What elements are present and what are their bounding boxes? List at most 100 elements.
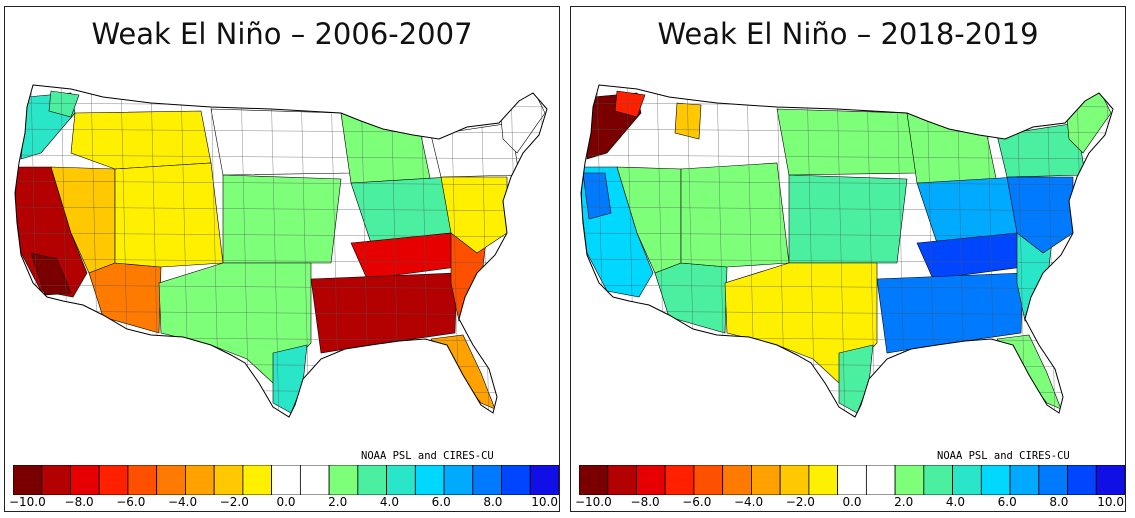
color-scale-tick-label: −10.0 xyxy=(8,495,46,509)
color-scale-bin xyxy=(1009,465,1040,495)
color-scale-tick-label: 8.0 xyxy=(1049,495,1069,509)
color-scale-tick-label: 10.0 xyxy=(1097,495,1124,509)
color-scale-bin xyxy=(529,465,559,495)
color-scale-tick-labels: −10.0 −8.0 −6.0 −4.0 −2.0 0.0 2.0 4.0 6.0 8.0 10.0 xyxy=(575,495,1125,511)
color-scale-bin xyxy=(865,465,896,495)
color-scale-bin xyxy=(472,465,502,495)
color-scale-bin xyxy=(501,465,531,495)
color-scale-tick-label: 6.0 xyxy=(997,495,1017,509)
color-scale-tick-label: −8.0 xyxy=(630,495,660,509)
color-scale-bin xyxy=(722,465,752,495)
color-scale-bin xyxy=(751,465,781,495)
color-scale-bin xyxy=(607,465,637,495)
division-boundary-line xyxy=(15,284,547,290)
color-scale-tick-label: 6.0 xyxy=(431,495,451,509)
color-scale-tick-label: −6.0 xyxy=(682,495,712,509)
color-scale-bin xyxy=(70,465,100,495)
division-boundary-line xyxy=(581,154,1113,160)
color-scale-bin xyxy=(127,465,158,495)
us-outline xyxy=(14,84,548,418)
us-climate-division-map xyxy=(580,84,1114,418)
division-boundary-line xyxy=(15,414,547,417)
color-scale-bin xyxy=(1038,465,1068,495)
map-panel-2006-2007: Weak El Niño – 2006-2007 NOAA PSL and CI… xyxy=(4,6,560,512)
color-scale-tick-label: 0.0 xyxy=(276,495,296,509)
color-scale-bar xyxy=(13,465,559,495)
color-scale-bin xyxy=(923,465,953,495)
division-boundary-line xyxy=(581,180,1113,186)
color-scale-bin xyxy=(636,465,666,495)
color-scale-tick-label: −2.0 xyxy=(219,495,249,509)
climate-region-upper-midwest xyxy=(906,112,998,184)
color-scale-bin xyxy=(213,465,244,495)
color-scale-bin xyxy=(779,465,810,495)
division-boundary-line xyxy=(540,85,547,417)
color-scale-tick-label: 0.0 xyxy=(842,495,862,509)
color-scale-tick-label: 4.0 xyxy=(945,495,965,509)
color-scale-bin xyxy=(894,465,925,495)
color-scale-tick-label: −10.0 xyxy=(574,495,612,509)
panel-title: Weak El Niño – 2006-2007 xyxy=(91,17,473,51)
map-panel-2018-2019: Weak El Niño – 2018-2019 NOAA PSL and CI… xyxy=(570,6,1126,512)
division-boundary-line xyxy=(15,206,547,212)
color-scale-tick-label: −2.0 xyxy=(785,495,815,509)
division-boundary-line xyxy=(15,232,547,238)
division-boundary-line xyxy=(581,258,1113,264)
color-scale-bin xyxy=(41,465,71,495)
division-boundary-line xyxy=(581,414,1113,417)
color-scale-bin xyxy=(1095,465,1125,495)
color-scale-tick-label: 2.0 xyxy=(328,495,348,509)
color-scale-tick-label: −6.0 xyxy=(116,495,146,509)
climate-region-upper-midwest xyxy=(340,112,432,184)
color-scale-bin xyxy=(443,465,474,495)
division-boundary-line xyxy=(581,284,1113,290)
climate-region-mid-atlantic xyxy=(440,176,508,254)
color-scale-tick-label: −4.0 xyxy=(167,495,198,509)
climate-region-arizona xyxy=(88,262,162,334)
division-boundary-line xyxy=(581,206,1113,212)
climate-region-deep-south xyxy=(310,272,458,354)
color-scale-tick-label: −8.0 xyxy=(64,495,94,509)
division-boundary-line xyxy=(15,128,547,134)
color-scale-tick-label: −4.0 xyxy=(733,495,764,509)
division-boundary-line xyxy=(581,232,1113,238)
division-boundary-line xyxy=(1106,85,1113,417)
color-scale-bin xyxy=(271,465,301,495)
division-boundary-line xyxy=(866,85,876,417)
climate-region-utah-colorado xyxy=(680,162,790,268)
division-boundary-line xyxy=(300,85,310,417)
color-scale-tick-label: 4.0 xyxy=(379,495,399,509)
color-scale-bar xyxy=(579,465,1125,495)
climate-region-northern-plains xyxy=(776,108,918,176)
color-scale-bin xyxy=(980,465,1011,495)
color-scale-bin xyxy=(328,465,359,495)
climate-region-northern-washington xyxy=(48,90,80,118)
color-scale-bin xyxy=(837,465,867,495)
division-boundary-line xyxy=(15,180,547,186)
color-scale-bin xyxy=(242,465,273,495)
climate-region-mid-atlantic xyxy=(1006,176,1074,254)
climate-region-central-plains xyxy=(788,174,908,264)
climate-region-northern-plains xyxy=(210,108,352,176)
division-boundary-line xyxy=(15,154,547,160)
climate-region-central-plains xyxy=(222,174,342,264)
division-boundary-line xyxy=(581,128,1113,134)
color-scale-tick-label: 2.0 xyxy=(894,495,914,509)
climate-region-utah-colorado xyxy=(114,162,224,268)
color-scale-bin xyxy=(664,465,695,495)
color-scale-tick-labels: −10.0 −8.0 −6.0 −4.0 −2.0 0.0 2.0 4.0 6.0 8.0 10.0 xyxy=(9,495,559,511)
climate-region-northern-california-coast xyxy=(582,172,612,220)
color-scale-bin xyxy=(13,465,43,495)
us-outline xyxy=(580,84,1114,418)
color-scale-bin xyxy=(693,465,724,495)
color-scale-bin xyxy=(156,465,186,495)
climate-region-arizona xyxy=(654,262,728,334)
climate-region-deep-south xyxy=(876,272,1024,354)
color-scale-bin xyxy=(185,465,215,495)
credit-text: NOAA PSL and CIRES-CU xyxy=(937,450,1070,462)
color-scale-bin xyxy=(299,465,330,495)
color-scale-bin xyxy=(579,465,609,495)
color-scale-bin xyxy=(414,465,445,495)
climate-region-northern-washington xyxy=(614,90,646,118)
color-scale-bin xyxy=(386,465,416,495)
